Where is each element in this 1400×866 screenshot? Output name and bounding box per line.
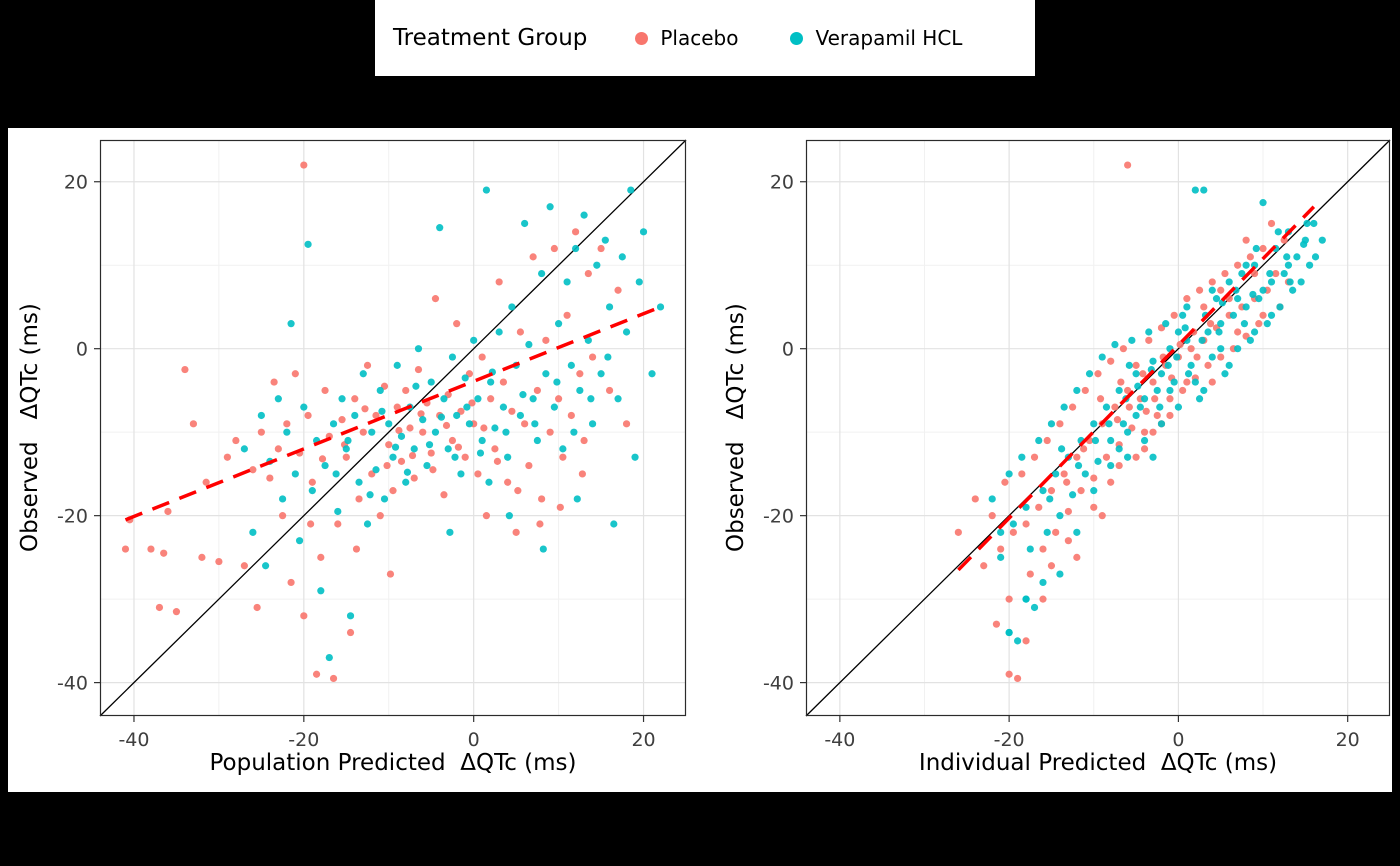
y-axis-title-right: Observed ΔQTc (ms): [723, 303, 749, 553]
legend: Treatment Group Placebo Verapamil HCL: [375, 0, 1035, 76]
placebo-key-dot-icon: [635, 31, 649, 45]
svg-text:20: 20: [631, 729, 655, 751]
svg-text:-20: -20: [288, 729, 319, 751]
legend-item-placebo: Placebo: [635, 26, 738, 50]
svg-text:-40: -40: [118, 729, 149, 751]
svg-text:-40: -40: [763, 673, 794, 695]
svg-text:0: 0: [76, 339, 88, 361]
svg-text:-20: -20: [763, 506, 794, 528]
y-axis-title-left: Observed ΔQTc (ms): [17, 303, 43, 553]
svg-text:-20: -20: [994, 729, 1025, 751]
x-axis-title-population: Population Predicted ΔQTc (ms): [209, 750, 577, 776]
svg-text:-20: -20: [57, 506, 88, 528]
svg-text:20: 20: [1336, 729, 1360, 751]
svg-text:20: 20: [770, 172, 794, 194]
individual-scatter-panel: -40 -20 0 20 -40 -20 0 20: [763, 139, 1391, 751]
svg-text:0: 0: [468, 729, 480, 751]
individual-plot-svg: -40 -20 0 20 -40 -20 0 20: [763, 139, 1391, 751]
svg-text:0: 0: [1172, 729, 1184, 751]
svg-text:-40: -40: [57, 673, 88, 695]
verapamil-key-dot-icon: [790, 31, 804, 45]
svg-text:0: 0: [782, 339, 794, 361]
svg-text:20: 20: [64, 172, 88, 194]
legend-label-placebo: Placebo: [660, 26, 739, 50]
legend-title: Treatment Group: [393, 25, 588, 51]
population-plot-svg: -40 -20 0 20 -40 -20 0 20: [57, 139, 687, 751]
legend-item-verapamil: Verapamil HCL: [790, 26, 962, 50]
x-axis-title-individual: Individual Predicted ΔQTc (ms): [918, 750, 1278, 776]
svg-text:-40: -40: [824, 729, 855, 751]
population-scatter-panel: -40 -20 0 20 -40 -20 0 20: [57, 139, 687, 751]
legend-label-verapamil: Verapamil HCL: [815, 26, 963, 50]
